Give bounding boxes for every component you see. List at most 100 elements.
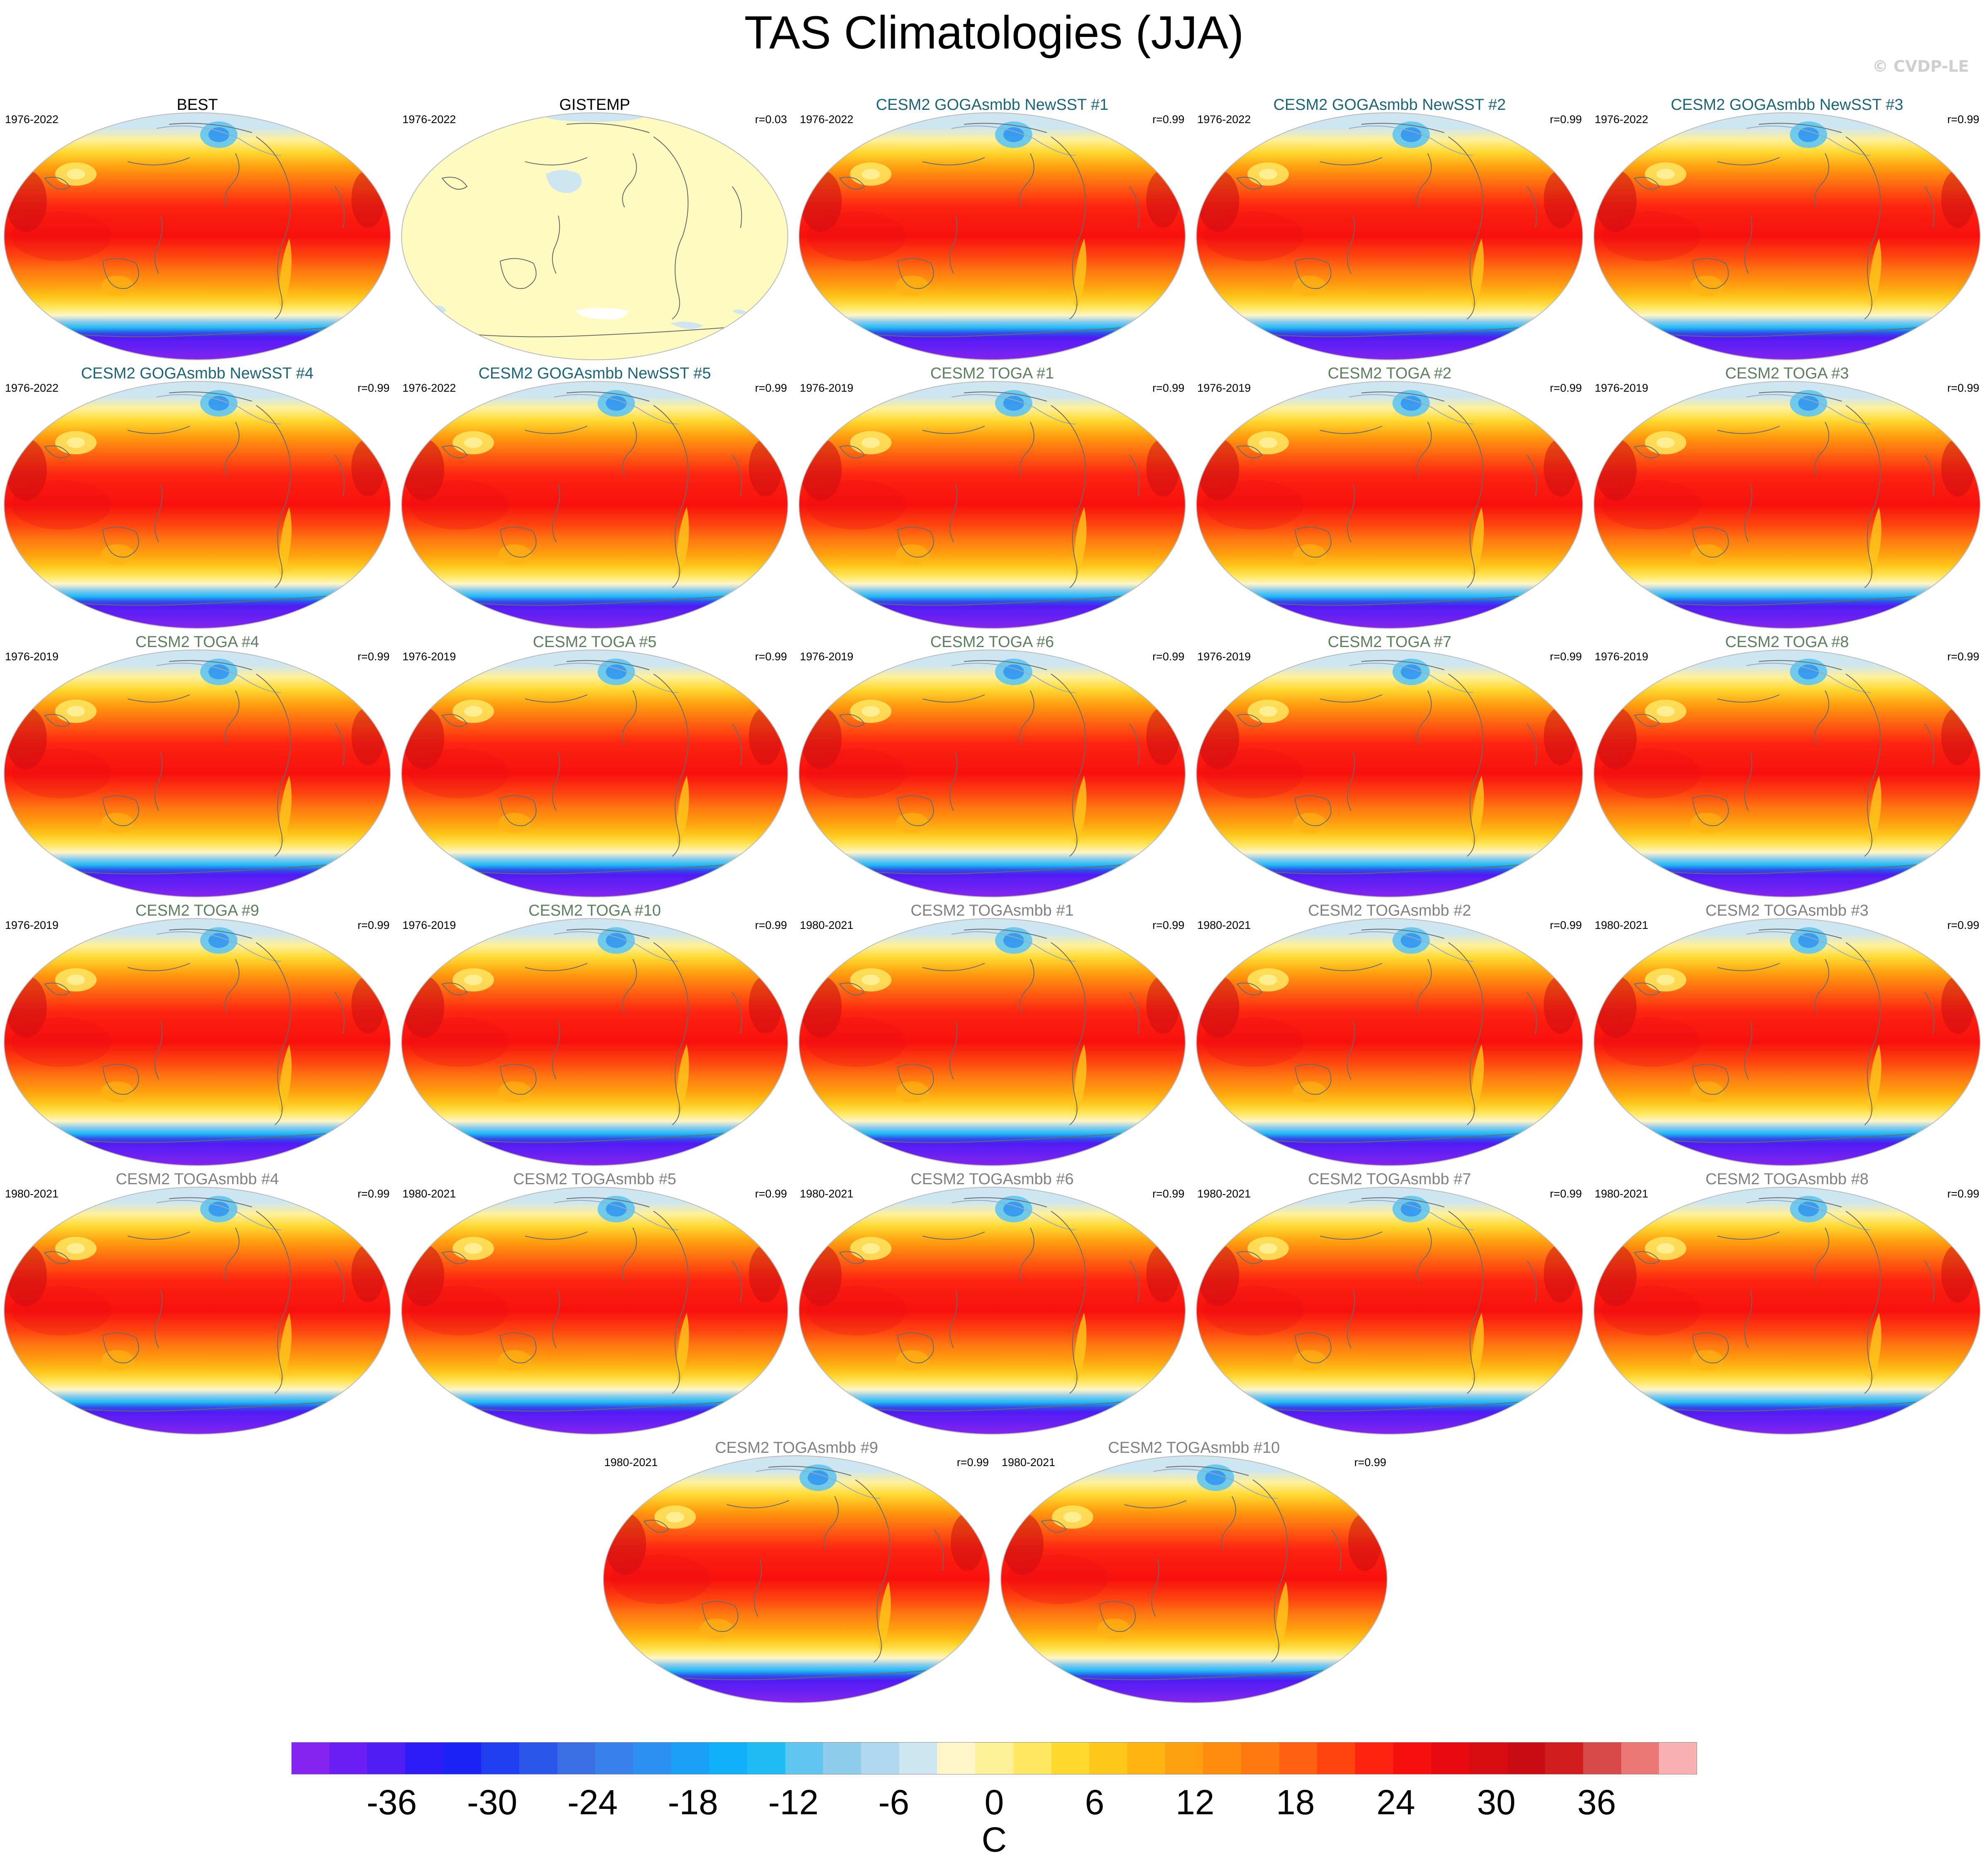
map-fill bbox=[799, 113, 1185, 360]
map-border bbox=[1196, 1187, 1583, 1435]
map-plot bbox=[799, 112, 1186, 360]
map-panel: GISTEMP 1976-2022 r=0.03 bbox=[401, 95, 789, 361]
map-border bbox=[401, 918, 788, 1166]
panel-years: 1976-2019 bbox=[1197, 650, 1251, 663]
panel-title: CESM2 GOGAsmbb NewSST #4 bbox=[81, 365, 314, 382]
colorbar-swatch bbox=[899, 1742, 937, 1774]
map-border bbox=[799, 650, 1186, 897]
colorbar-tick-label: -18 bbox=[668, 1783, 718, 1822]
panel-title: CESM2 TOGA #1 bbox=[930, 365, 1054, 382]
map-fill bbox=[402, 919, 788, 1166]
panel-years: 1976-2019 bbox=[800, 650, 854, 663]
panel-correlation: r=0.99 bbox=[755, 382, 787, 394]
panel-correlation: r=0.99 bbox=[357, 1188, 390, 1200]
map-border bbox=[1593, 918, 1981, 1166]
panel-title: CESM2 TOGAsmbb #6 bbox=[910, 1171, 1074, 1188]
colorbar-tick-label: 24 bbox=[1376, 1783, 1415, 1822]
panel-correlation: r=0.99 bbox=[1152, 113, 1184, 126]
map-plot bbox=[799, 1187, 1186, 1435]
colorbar-swatch bbox=[747, 1742, 786, 1774]
watermark: © CVDP-LE bbox=[1872, 57, 1969, 75]
map-border bbox=[1593, 1187, 1981, 1435]
colorbar-swatch bbox=[1355, 1742, 1394, 1774]
map-fill bbox=[1196, 1187, 1583, 1434]
map-plot bbox=[1196, 1187, 1583, 1435]
panel-title: CESM2 TOGAsmbb #4 bbox=[116, 1171, 279, 1188]
missing-data-patch bbox=[575, 308, 629, 320]
map-panel: CESM2 TOGA #2 1976-2019 r=0.99 bbox=[1196, 364, 1584, 629]
map-plot bbox=[401, 112, 788, 360]
colorbar-swatch bbox=[1545, 1742, 1584, 1774]
map-panel: CESM2 GOGAsmbb NewSST #5 1976-2022 r=0.99 bbox=[401, 364, 789, 629]
panel-correlation: r=0.99 bbox=[1947, 919, 1979, 931]
colorbar-swatch bbox=[291, 1742, 330, 1774]
panel-correlation: r=0.99 bbox=[1550, 113, 1582, 126]
map-panel: CESM2 TOGAsmbb #8 1980-2021 r=0.99 bbox=[1593, 1170, 1981, 1435]
map-plot bbox=[1196, 381, 1583, 629]
coastlines bbox=[1008, 1466, 1378, 1680]
regional-anomalies bbox=[800, 927, 1179, 1113]
panel-title: CESM2 TOGAsmbb #1 bbox=[910, 902, 1074, 919]
colorbar-swatch bbox=[1051, 1742, 1090, 1774]
map-fill bbox=[4, 113, 390, 360]
map-plot bbox=[4, 1187, 391, 1435]
panel-title: CESM2 TOGAsmbb #7 bbox=[1308, 1171, 1471, 1188]
panel-years: 1976-2019 bbox=[5, 650, 59, 663]
map-panel: CESM2 TOGAsmbb #9 1980-2021 r=0.99 bbox=[603, 1438, 990, 1704]
panel-correlation: r=0.99 bbox=[1550, 650, 1582, 663]
panel-years: 1976-2022 bbox=[402, 382, 456, 394]
coastlines bbox=[1601, 1197, 1971, 1412]
panel-title: CESM2 TOGAsmbb #5 bbox=[513, 1171, 676, 1188]
map-plot bbox=[4, 918, 391, 1166]
panel-correlation: r=0.99 bbox=[1550, 382, 1582, 394]
colorbar-swatch bbox=[1469, 1742, 1508, 1774]
panel-title: CESM2 TOGA #2 bbox=[1327, 365, 1452, 382]
map-panel: CESM2 TOGAsmbb #1 1980-2021 r=0.99 bbox=[798, 901, 1186, 1166]
colorbar-swatch bbox=[1127, 1742, 1166, 1774]
panel-years: 1980-2021 bbox=[800, 1188, 854, 1200]
panel-years: 1976-2019 bbox=[5, 919, 59, 931]
coastlines bbox=[1203, 928, 1573, 1143]
map-plot bbox=[4, 112, 391, 360]
colorbar-swatch bbox=[1621, 1742, 1659, 1774]
colorbar-swatch bbox=[709, 1742, 748, 1774]
panel-title: CESM2 TOGAsmbb #2 bbox=[1308, 902, 1471, 919]
colorbar-tick-label: -36 bbox=[366, 1783, 417, 1822]
map-fill bbox=[799, 650, 1185, 897]
map-plot bbox=[1196, 650, 1583, 897]
map-fill bbox=[402, 650, 788, 897]
map-plot bbox=[799, 381, 1186, 629]
regional-anomalies bbox=[800, 390, 1179, 575]
panel-title: CESM2 TOGA #7 bbox=[1327, 633, 1452, 651]
panel-years: 1980-2021 bbox=[402, 1188, 456, 1200]
map-border bbox=[603, 1455, 990, 1703]
panel-correlation: r=0.99 bbox=[755, 919, 787, 931]
panel-correlation: r=0.99 bbox=[1550, 919, 1582, 931]
colorbar-tick-label: 0 bbox=[984, 1783, 1004, 1822]
panel-title: CESM2 GOGAsmbb NewSST #3 bbox=[1671, 96, 1903, 114]
map-border bbox=[1196, 112, 1583, 360]
panel-correlation: r=0.99 bbox=[1947, 1188, 1979, 1200]
panel-title: CESM2 GOGAsmbb NewSST #1 bbox=[876, 96, 1109, 114]
colorbar-tick-label: -30 bbox=[467, 1783, 518, 1822]
colorbar-swatch bbox=[861, 1742, 900, 1774]
map-border bbox=[4, 918, 391, 1166]
regional-anomalies bbox=[5, 1196, 385, 1381]
panel-years: 1980-2021 bbox=[1197, 919, 1251, 931]
panel-years: 1976-2019 bbox=[1595, 382, 1649, 394]
map-border bbox=[1196, 650, 1583, 897]
map-border bbox=[1593, 381, 1981, 629]
panel-title: CESM2 TOGAsmbb #9 bbox=[715, 1439, 878, 1457]
map-panel: CESM2 TOGAsmbb #5 1980-2021 r=0.99 bbox=[401, 1170, 789, 1435]
panel-years: 1980-2021 bbox=[1595, 919, 1649, 931]
colorbar-tick-label: 6 bbox=[1085, 1783, 1104, 1822]
colorbar-swatch bbox=[481, 1742, 520, 1774]
panel-years: 1976-2019 bbox=[1595, 650, 1649, 663]
panel-title: CESM2 TOGA #4 bbox=[135, 633, 259, 651]
panel-correlation: r=0.99 bbox=[1354, 1456, 1386, 1469]
map-panel: CESM2 GOGAsmbb NewSST #1 1976-2022 r=0.99 bbox=[798, 95, 1186, 361]
map-panel: CESM2 TOGA #7 1976-2019 r=0.99 bbox=[1196, 633, 1584, 898]
panel-years: 1980-2021 bbox=[1595, 1188, 1649, 1200]
panel-correlation: r=0.99 bbox=[1152, 919, 1184, 931]
panel-years: 1976-2022 bbox=[800, 113, 854, 126]
